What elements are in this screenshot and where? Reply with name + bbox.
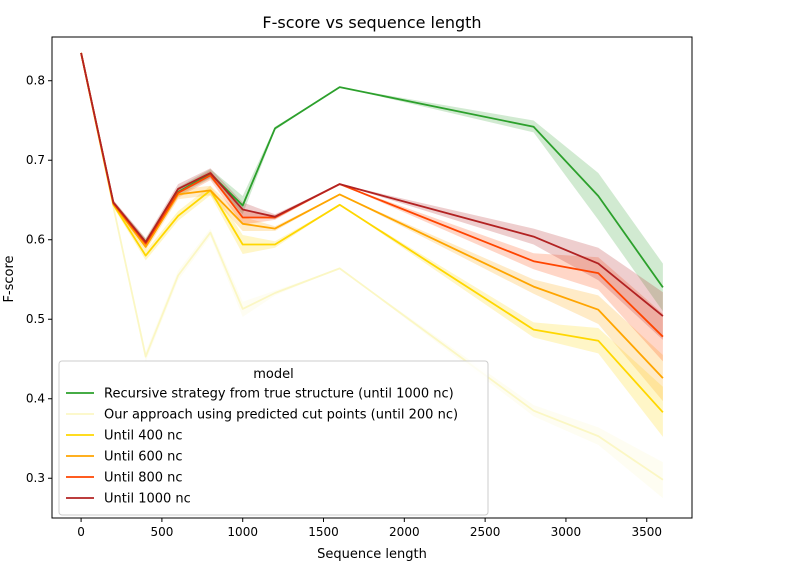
legend-label-until-800-nc: Until 800 nc (104, 471, 183, 486)
y-tick-label: 0.3 (26, 471, 45, 485)
plot-frame (51, 36, 693, 519)
x-axis-ticks: 0 500 1000 1500 2000 2500 3000 3500 (77, 518, 662, 539)
x-tick-label: 1500 (308, 525, 339, 539)
x-axis-label: Sequence length (317, 547, 427, 562)
series-4-line (80, 52, 664, 379)
x-tick-label: 3000 (551, 525, 582, 539)
legend-label-until-1000-nc: Until 1000 nc (104, 492, 191, 507)
x-tick-label: 3500 (631, 525, 662, 539)
y-tick-label: 0.6 (26, 233, 45, 247)
x-tick-label: 500 (150, 525, 173, 539)
y-tick-label: 0.8 (26, 74, 45, 88)
legend: model Recursive strategy from true struct… (58, 360, 489, 516)
legend-label-until-400-nc: Until 400 nc (104, 429, 183, 444)
legend-label-our-approach-using-predicted-cut-points-until-200-nc: Our approach using predicted cut points … (104, 408, 458, 423)
x-tick-label: 2000 (389, 525, 420, 539)
x-tick-label: 1000 (227, 525, 258, 539)
legend-label-until-600-nc: Until 600 nc (104, 450, 183, 465)
x-tick-label: 0 (77, 525, 85, 539)
legend-label-recursive-strategy-from-true-structure-until-1000-nc: Recursive strategy from true structure (… (104, 387, 454, 402)
y-axis-label: F-score (2, 255, 17, 302)
series-6-line (80, 52, 664, 317)
y-tick-label: 0.7 (26, 153, 45, 167)
y-tick-label: 0.5 (26, 312, 45, 326)
series-3-line (80, 52, 664, 413)
legend-box (58, 360, 489, 516)
y-axis-ticks: 0.3 0.4 0.5 0.6 0.7 0.8 (26, 74, 52, 485)
x-tick-label: 2500 (470, 525, 501, 539)
chart-title: F-score vs sequence length (262, 13, 481, 32)
y-tick-label: 0.4 (26, 392, 45, 406)
series-lines (80, 52, 664, 481)
legend-title: model (253, 367, 293, 382)
series-2-line (80, 52, 664, 481)
